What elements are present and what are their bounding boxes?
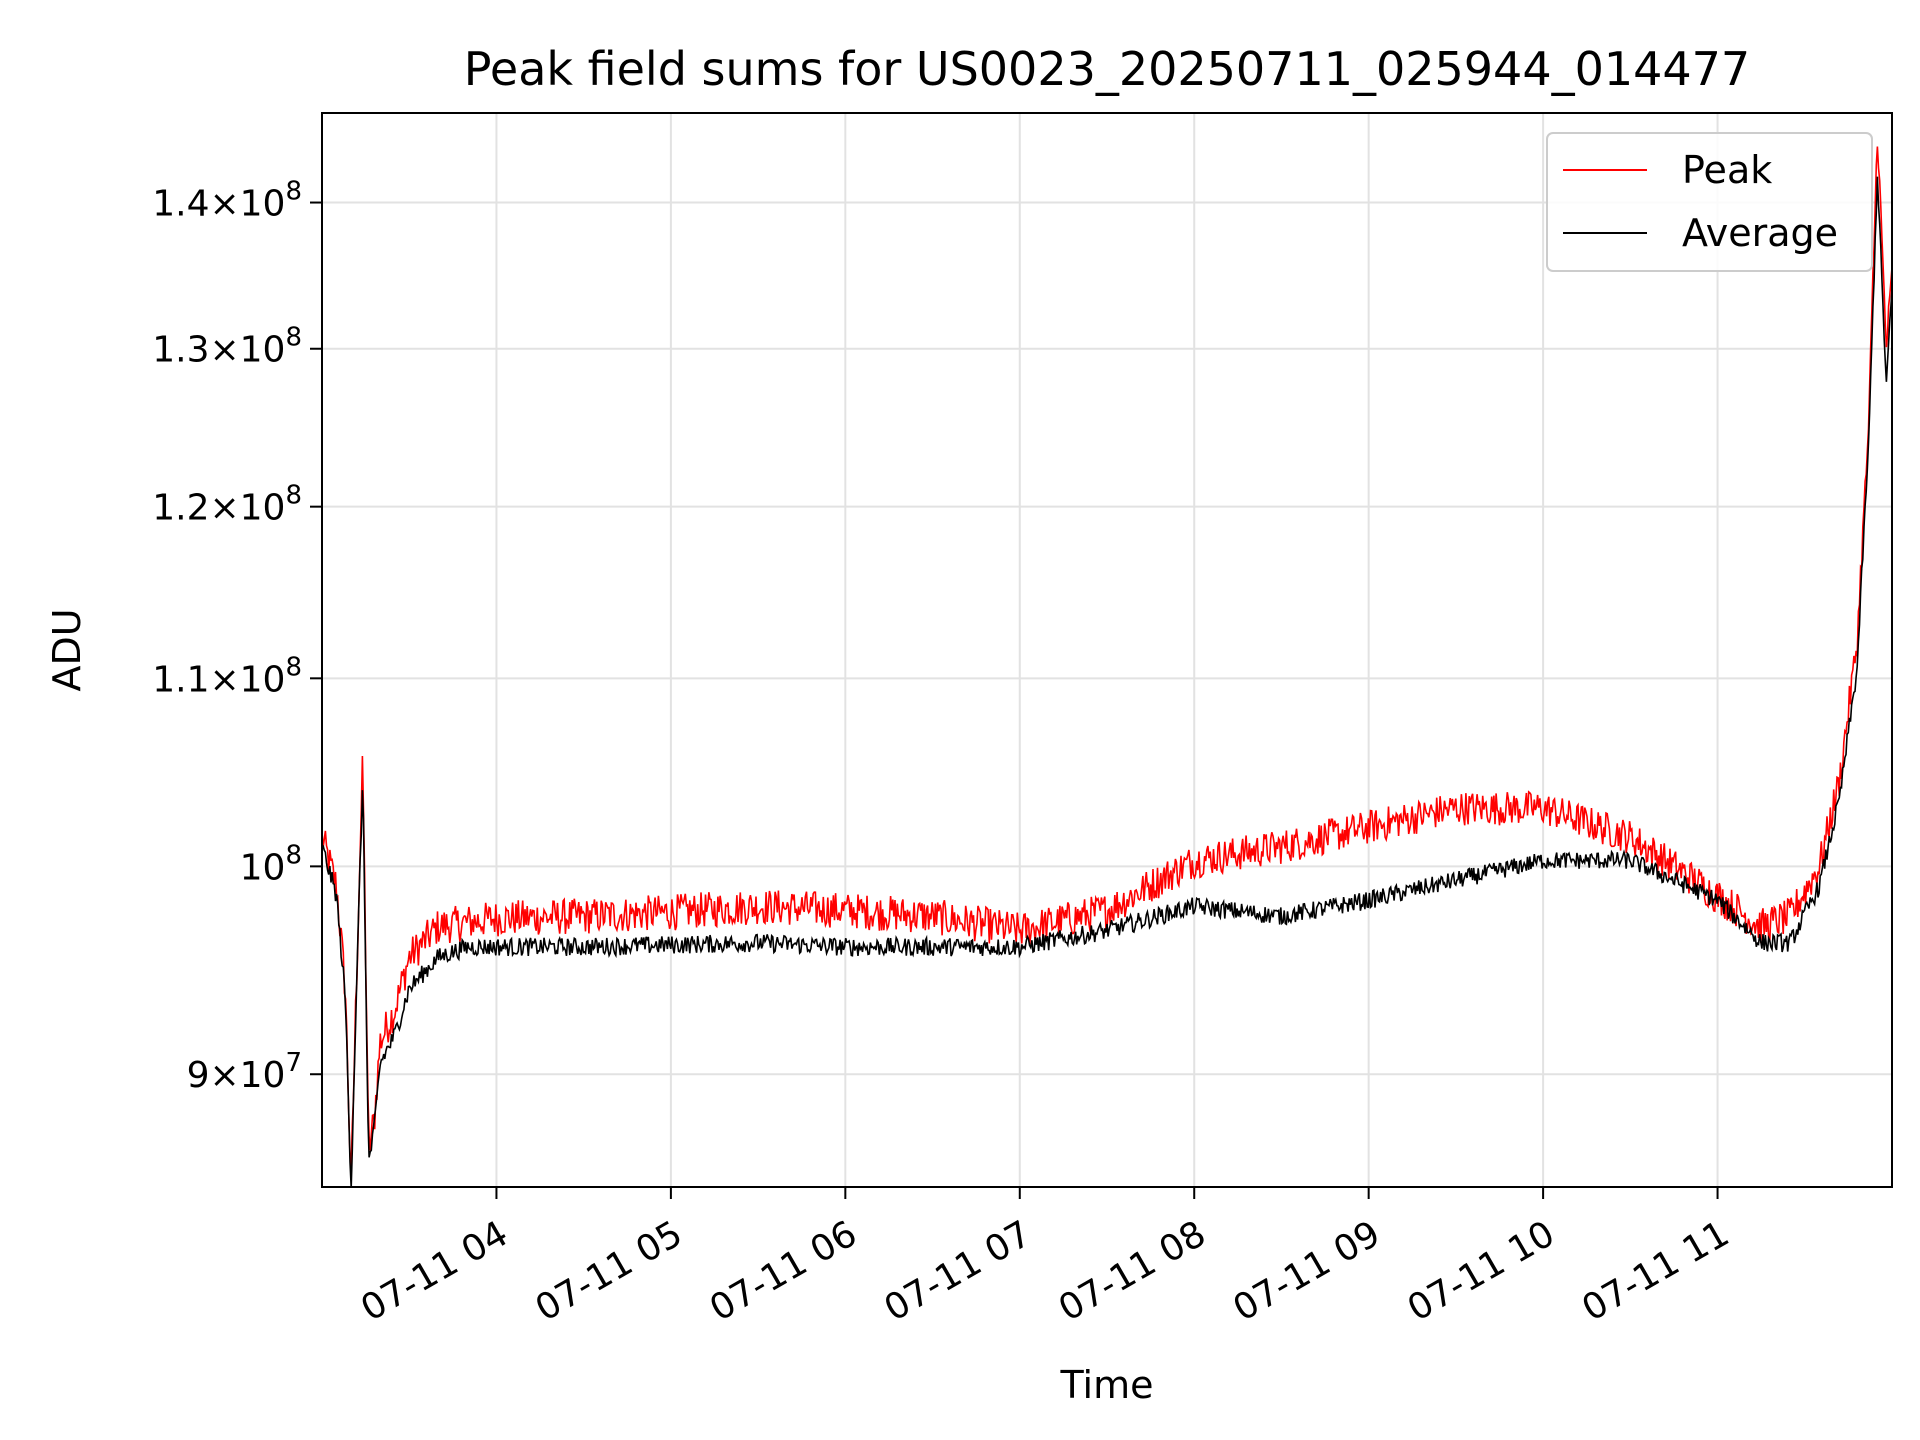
legend: Peak Average	[1546, 132, 1873, 272]
legend-box	[1546, 132, 1873, 272]
y-tick-label: 108	[240, 840, 302, 888]
y-tick-label: 1.2×108	[152, 481, 302, 529]
plot-frame	[321, 112, 1893, 1188]
y-tick-label: 1.3×108	[152, 323, 302, 371]
series-layer	[322, 146, 1892, 1187]
x-axis-label: Time	[1060, 1363, 1154, 1407]
legend-label-peak: Peak	[1682, 148, 1772, 192]
legend-label-average: Average	[1682, 211, 1838, 255]
grid-layer	[322, 113, 1892, 1187]
y-tick-label: 1.1×108	[152, 652, 302, 700]
y-axis-label: ADU	[45, 608, 89, 691]
y-tick-label: 1.4×108	[152, 177, 302, 225]
y-tick-label: 9×107	[187, 1048, 302, 1096]
chart-title: Peak field sums for US0023_20250711_0259…	[464, 42, 1750, 96]
series-line-average	[322, 176, 1892, 1187]
